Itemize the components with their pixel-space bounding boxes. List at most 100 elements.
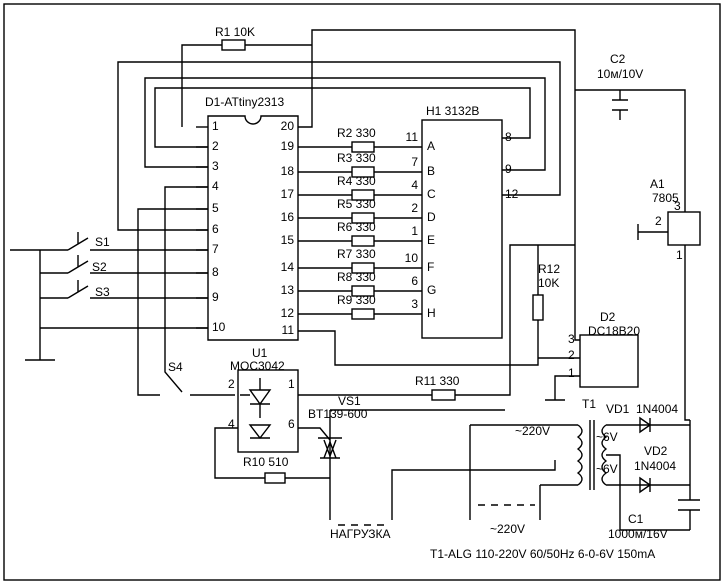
label: 1 [288,377,295,391]
label: R12 [538,262,560,276]
resistor [351,308,375,320]
r1 [221,39,246,51]
resistor [351,262,375,274]
semiconductor-symbols [240,378,342,459]
pin-number: 9 [212,290,219,304]
resistor-label: R5 330 [337,197,376,211]
label: 2 [228,377,235,391]
segment-label: H [427,306,436,320]
label: 1000м/16V [608,527,668,541]
pin-number: 17 [281,187,295,201]
label: 9 [505,162,512,176]
pin-number: 11 [406,130,419,144]
pin-number: 18 [281,164,295,178]
r11 [431,389,456,401]
pin-number: 4 [411,178,418,192]
pin-number: 14 [281,260,295,274]
pin-number: 5 [212,201,219,215]
pin-number: 7 [411,155,418,169]
label: U1 [252,346,268,360]
pin-number: 15 [281,233,295,247]
pin-number: 4 [212,179,219,193]
parts [67,39,701,484]
pin-number: 3 [212,159,219,173]
pin-number: 16 [281,210,295,224]
label: 2 [655,214,662,228]
label: R1 10K [215,25,255,39]
segment-label: A [427,139,435,153]
pin-number: 12 [281,306,295,320]
pin-number: 3 [411,297,418,311]
label: 10K [538,276,559,290]
label: 8 [505,130,512,144]
frame [3,3,721,581]
label: 3 [674,199,681,213]
label: T1-ALG 110-220V 60/50Hz 6-0-6V 150mA [430,547,655,561]
sensor-body [579,334,639,388]
label: VD1 [606,402,630,416]
pin-number: 20 [281,119,295,133]
label: НАГРУЗКА [330,527,391,541]
resistor [351,235,375,247]
pin-number: 19 [281,139,295,153]
pin-number: 10 [212,320,226,334]
labels: R1 10K D1-ATtiny2313 H1 3132B 8 9 12 S1 … [92,25,683,561]
resistor-label: R9 330 [337,293,376,307]
segment-label: D [427,210,436,224]
pin-number: 13 [281,283,295,297]
label: 1N4004 [634,459,676,473]
segment-label: B [427,164,435,178]
pin-number: 8 [212,265,219,279]
label: ~6V [596,430,618,444]
label: S1 [95,235,110,249]
segment-label: E [427,233,435,247]
label: MOC3042 [230,359,285,373]
pin-number: 1 [212,119,219,133]
resistor [351,166,375,178]
resistor [351,212,375,224]
label: ~6V [596,462,618,476]
resistor [351,189,375,201]
label: S2 [92,260,107,274]
label: H1 3132B [426,104,479,118]
r12 [532,294,544,321]
label: BT139-600 [308,407,368,421]
label: 2 [568,348,575,362]
segment-label: C [427,187,436,201]
pin-number: 7 [212,242,219,256]
pin-number: 2 [212,139,219,153]
label: S4 [168,360,183,374]
resistor-label: R4 330 [337,174,376,188]
resistor [351,285,375,297]
label: DC18B20 [588,324,640,338]
mcu-body [207,115,299,341]
label: 12 [505,187,519,201]
label: 1 [676,248,683,262]
wires [10,29,700,531]
pin-number: 1 [411,224,418,238]
segment-label: G [427,283,436,297]
label: 3 [568,332,575,346]
resistor-label: R2 330 [337,126,376,140]
label: 1N4004 [636,402,678,416]
resistor [351,141,375,153]
label: A1 [650,177,665,191]
label: T1 [582,397,596,411]
label: VS1 [338,394,361,408]
label: VD2 [644,444,668,458]
label: C1 [628,512,644,526]
label: S3 [95,285,110,299]
regulator-body [667,211,701,246]
pin-number: 11 [282,323,295,337]
label: 10м/10V [597,67,643,81]
label: ~220V [490,522,525,536]
label: 4 [228,417,235,431]
label: 7805 [652,191,679,205]
label: D1-ATtiny2313 [205,95,284,109]
label: 6 [288,417,295,431]
resistor-label: R7 330 [337,247,376,261]
label: D2 [600,310,616,324]
pin-number: 6 [212,222,219,236]
